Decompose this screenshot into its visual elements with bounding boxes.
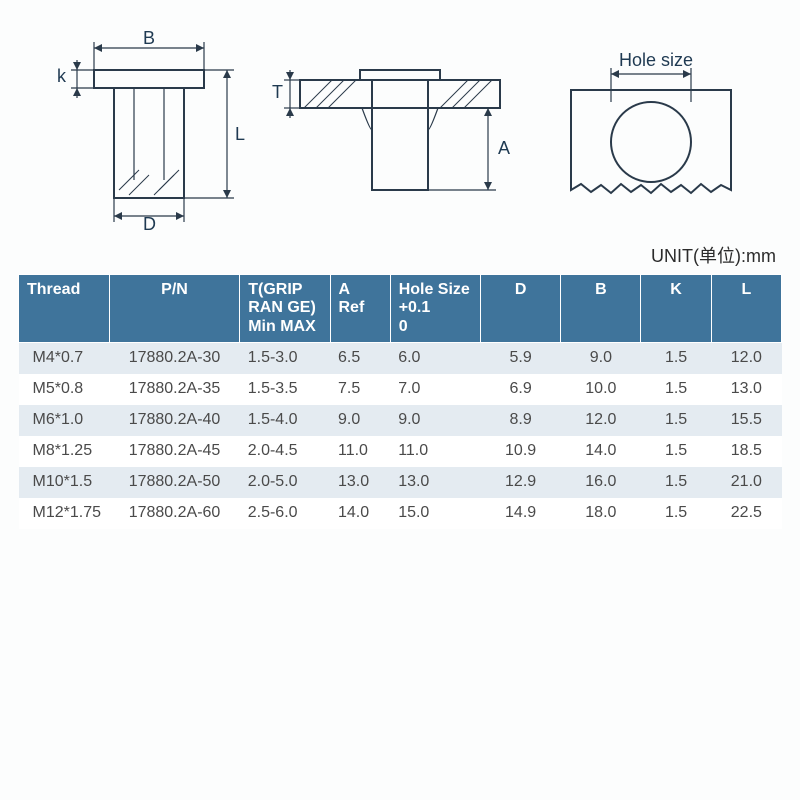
spec-table: Thread P/N T(GRIPRAN GE)Min MAX ARef Hol…	[18, 274, 782, 529]
cell-l: 13.0	[711, 374, 781, 405]
page: B k L D	[0, 0, 800, 800]
cell-thread: M5*0.8	[19, 374, 110, 405]
cell-aref: 9.0	[330, 405, 390, 436]
cell-k: 1.5	[641, 374, 711, 405]
col-k: K	[641, 275, 711, 343]
cell-aref: 14.0	[330, 498, 390, 529]
cell-aref: 7.5	[330, 374, 390, 405]
cell-pn: 17880.2A-35	[109, 374, 239, 405]
table-row: M4*0.717880.2A-301.5-3.06.56.05.99.01.51…	[19, 343, 782, 374]
diagram-row: B k L D	[18, 10, 782, 230]
label-a: A	[498, 138, 510, 158]
cell-hole: 15.0	[390, 498, 480, 529]
cell-thread: M8*1.25	[19, 436, 110, 467]
cell-b: 16.0	[561, 467, 641, 498]
label-l: L	[235, 124, 245, 144]
cell-t: 1.5-3.5	[240, 374, 330, 405]
col-l: L	[711, 275, 781, 343]
table-row: M10*1.517880.2A-502.0-5.013.013.012.916.…	[19, 467, 782, 498]
cell-pn: 17880.2A-30	[109, 343, 239, 374]
cell-d: 12.9	[480, 467, 560, 498]
cell-aref: 13.0	[330, 467, 390, 498]
cell-aref: 6.5	[330, 343, 390, 374]
cell-b: 12.0	[561, 405, 641, 436]
diagram-2: T A	[270, 30, 530, 230]
unit-label: UNIT(单位):mm	[18, 230, 782, 274]
cell-d: 10.9	[480, 436, 560, 467]
cell-l: 22.5	[711, 498, 781, 529]
cell-l: 18.5	[711, 436, 781, 467]
diagram-3: Hole size	[530, 30, 772, 230]
cell-pn: 17880.2A-40	[109, 405, 239, 436]
cell-d: 6.9	[480, 374, 560, 405]
cell-k: 1.5	[641, 343, 711, 374]
cell-t: 2.0-5.0	[240, 467, 330, 498]
cell-aref: 11.0	[330, 436, 390, 467]
cell-k: 1.5	[641, 498, 711, 529]
cell-d: 14.9	[480, 498, 560, 529]
cell-k: 1.5	[641, 436, 711, 467]
col-d: D	[480, 275, 560, 343]
cell-l: 12.0	[711, 343, 781, 374]
cell-thread: M6*1.0	[19, 405, 110, 436]
cell-t: 2.0-4.5	[240, 436, 330, 467]
cell-l: 21.0	[711, 467, 781, 498]
cell-hole: 6.0	[390, 343, 480, 374]
label-b: B	[143, 30, 155, 48]
cell-pn: 17880.2A-50	[109, 467, 239, 498]
table-body: M4*0.717880.2A-301.5-3.06.56.05.99.01.51…	[19, 343, 782, 529]
table-row: M6*1.017880.2A-401.5-4.09.09.08.912.01.5…	[19, 405, 782, 436]
cell-hole: 13.0	[390, 467, 480, 498]
table-header: Thread P/N T(GRIPRAN GE)Min MAX ARef Hol…	[19, 275, 782, 343]
cell-t: 2.5-6.0	[240, 498, 330, 529]
label-k: k	[57, 66, 67, 86]
cell-k: 1.5	[641, 405, 711, 436]
label-t: T	[272, 82, 283, 102]
cell-t: 1.5-3.0	[240, 343, 330, 374]
cell-pn: 17880.2A-45	[109, 436, 239, 467]
cell-pn: 17880.2A-60	[109, 498, 239, 529]
cell-b: 9.0	[561, 343, 641, 374]
diagram-1: B k L D	[28, 30, 270, 230]
col-thread: Thread	[19, 275, 110, 343]
cell-thread: M10*1.5	[19, 467, 110, 498]
cell-thread: M12*1.75	[19, 498, 110, 529]
label-hole-size: Hole size	[619, 50, 693, 70]
label-d: D	[143, 214, 156, 230]
table-row: M8*1.2517880.2A-452.0-4.511.011.010.914.…	[19, 436, 782, 467]
cell-thread: M4*0.7	[19, 343, 110, 374]
col-pn: P/N	[109, 275, 239, 343]
cell-hole: 9.0	[390, 405, 480, 436]
cell-d: 8.9	[480, 405, 560, 436]
table-row: M5*0.817880.2A-351.5-3.57.57.06.910.01.5…	[19, 374, 782, 405]
cell-b: 10.0	[561, 374, 641, 405]
col-b: B	[561, 275, 641, 343]
cell-l: 15.5	[711, 405, 781, 436]
col-t: T(GRIPRAN GE)Min MAX	[240, 275, 330, 343]
cell-d: 5.9	[480, 343, 560, 374]
cell-b: 14.0	[561, 436, 641, 467]
cell-hole: 7.0	[390, 374, 480, 405]
cell-k: 1.5	[641, 467, 711, 498]
col-a: ARef	[330, 275, 390, 343]
table-row: M12*1.7517880.2A-602.5-6.014.015.014.918…	[19, 498, 782, 529]
col-hole: Hole Size+0.10	[390, 275, 480, 343]
cell-t: 1.5-4.0	[240, 405, 330, 436]
cell-hole: 11.0	[390, 436, 480, 467]
cell-b: 18.0	[561, 498, 641, 529]
